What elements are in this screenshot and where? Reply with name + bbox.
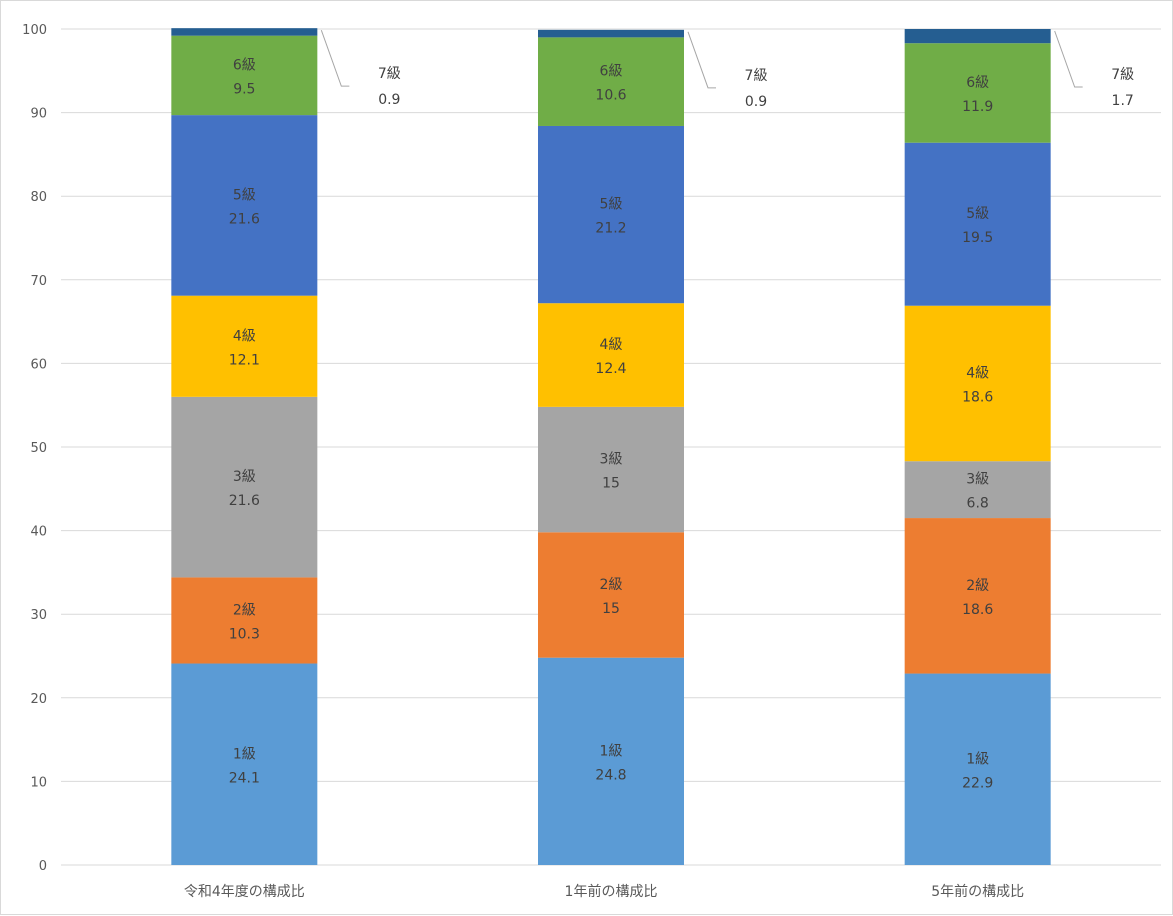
segment-value-label: 15 xyxy=(602,601,620,617)
bar-segment xyxy=(538,657,684,865)
segment-series-label: 4級 xyxy=(600,337,623,353)
segment-series-label: 1級 xyxy=(966,751,989,767)
segment-series-label: 6級 xyxy=(233,57,256,73)
segment-series-label: 4級 xyxy=(233,328,256,344)
bar-segment xyxy=(538,532,684,658)
segment-series-label: 5級 xyxy=(966,206,989,222)
bar-segment xyxy=(538,37,684,126)
segment-series-label: 5級 xyxy=(600,197,623,213)
y-tick-label: 90 xyxy=(30,107,47,122)
bar-segment xyxy=(904,43,1051,143)
segment-value-label: 18.6 xyxy=(962,602,993,618)
leader-line xyxy=(320,29,350,87)
bar-segment xyxy=(904,29,1051,44)
bar-segment xyxy=(171,663,318,865)
segment-series-label: 6級 xyxy=(966,75,989,91)
bar-segment xyxy=(171,396,318,578)
y-tick-label: 70 xyxy=(30,274,47,289)
segment-value-label: 24.8 xyxy=(595,767,626,783)
segment-value-label: 22.9 xyxy=(962,775,993,791)
bar-segment xyxy=(904,461,1051,519)
y-tick-label: 40 xyxy=(30,525,47,540)
segment-series-label: 1級 xyxy=(233,746,256,762)
segment-value-label: 12.1 xyxy=(229,352,260,368)
segment-series-label: 1級 xyxy=(600,743,623,759)
y-tick-label: 20 xyxy=(30,692,47,707)
y-tick-label: 100 xyxy=(22,23,47,38)
segment-series-label: 2級 xyxy=(600,577,623,593)
segment-series-label: 5級 xyxy=(233,187,256,203)
segment-series-label: 3級 xyxy=(966,472,989,488)
bar-segment xyxy=(904,142,1051,306)
x-category-label: 令和4年度の構成比 xyxy=(184,884,305,900)
y-tick-label: 80 xyxy=(30,190,47,205)
leader-line xyxy=(687,31,716,89)
x-category-label: 5年前の構成比 xyxy=(931,883,1024,900)
segment-series-label: 7級 xyxy=(1111,67,1134,83)
bar-segment xyxy=(171,28,318,36)
x-axis-categories: 令和4年度の構成比 1年前の構成比 5年前の構成比 xyxy=(184,883,1024,900)
segment-series-label: 3級 xyxy=(600,452,623,468)
x-category-label: 1年前の構成比 xyxy=(565,883,658,900)
y-tick-label: 50 xyxy=(30,441,47,456)
segment-series-label: 3級 xyxy=(233,469,256,485)
bar-segment xyxy=(171,577,318,664)
y-tick-label: 60 xyxy=(30,357,47,372)
segment-series-label: 6級 xyxy=(600,64,623,80)
segment-value-label: 15 xyxy=(602,476,620,492)
segment-value-label: 6.8 xyxy=(967,496,989,512)
y-axis-ticks: 0 10 20 30 40 50 60 70 80 90 100 xyxy=(22,23,47,874)
segment-value-label: 11.9 xyxy=(962,99,993,115)
bar-segment xyxy=(538,406,684,533)
y-tick-label: 10 xyxy=(30,775,47,790)
segment-value-label: 12.4 xyxy=(595,361,626,377)
y-tick-label: 0 xyxy=(39,859,47,874)
segment-value-label: 9.5 xyxy=(233,81,255,97)
segment-series-label: 7級 xyxy=(745,68,768,84)
segment-series-label: 2級 xyxy=(966,578,989,594)
segment-value-label: 21.6 xyxy=(229,211,260,227)
segment-value-label: 0.9 xyxy=(378,92,400,108)
segment-value-label: 18.6 xyxy=(962,389,993,405)
data-labels: 1級 24.1 2級 10.3 3級 21.6 4級 12.1 5級 21.6 6級 9.5 7級 0.9… xyxy=(229,29,1134,791)
bars xyxy=(171,28,1051,865)
bar-segment xyxy=(904,305,1051,462)
segment-value-label: 19.5 xyxy=(962,230,993,246)
segment-value-label: 0.9 xyxy=(745,94,767,110)
bar-segment xyxy=(538,29,684,38)
bar-segment xyxy=(171,115,318,296)
segment-series-label: 7級 xyxy=(378,66,401,82)
bar-segment xyxy=(171,35,318,116)
segment-value-label: 21.2 xyxy=(595,221,626,237)
bar-segment xyxy=(538,303,684,407)
segment-series-label: 2級 xyxy=(233,602,256,618)
segment-series-label: 4級 xyxy=(966,365,989,381)
bar-segment xyxy=(904,673,1051,865)
segment-value-label: 10.6 xyxy=(595,88,626,104)
segment-value-label: 1.7 xyxy=(1112,93,1134,109)
bar-segment xyxy=(904,518,1051,674)
leader-line xyxy=(1054,30,1083,88)
segment-value-label: 21.6 xyxy=(229,493,260,509)
segment-value-label: 24.1 xyxy=(229,770,260,786)
bar-segment xyxy=(171,295,318,397)
y-tick-label: 30 xyxy=(30,608,47,623)
segment-value-label: 10.3 xyxy=(229,626,260,642)
bar-segment xyxy=(538,125,684,304)
